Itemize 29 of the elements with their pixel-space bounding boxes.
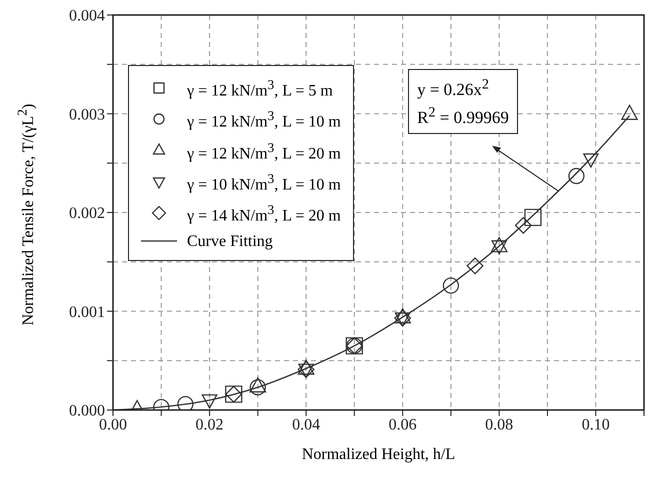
legend-label: γ = 12 kN/m$^{3}$, L = 10 m: [187, 107, 341, 133]
x-tick-label: 0.06: [388, 416, 417, 434]
point: [250, 379, 266, 396]
point: [583, 153, 599, 168]
point: [568, 168, 585, 184]
y-tick-label: 0.003: [69, 106, 105, 124]
point: [490, 237, 508, 252]
x-axis-title: Normalized Height, h/L: [302, 446, 456, 463]
y-tick-label: 0.004: [69, 8, 105, 25]
point: [514, 216, 532, 234]
y-tick-label: 0.002: [69, 205, 105, 222]
point: [491, 240, 507, 254]
legend-label: γ = 12 kN/m$^{3}$, L = 5 m: [187, 76, 333, 102]
annotation: R$^{2}$ = 0.99969: [417, 104, 509, 128]
legend-label: γ = 12 kN/m$^{3}$, L = 20 m: [187, 138, 341, 164]
x-tick-label: 0.02: [196, 416, 224, 434]
annotation: y = 0.26x$^{2}$: [417, 76, 489, 100]
y-tick-label: 0.001: [69, 304, 105, 321]
x-tick-label: 0.10: [582, 416, 610, 434]
point: [524, 208, 542, 226]
legend-label: γ = 14 kN/m$^{3}$, L = 20 m: [187, 201, 341, 227]
point: [466, 257, 484, 274]
legend-label: γ = 10 kN/m$^{3}$, L = 10 m: [187, 170, 341, 196]
point: [250, 377, 266, 392]
point: [442, 277, 460, 294]
point: [177, 396, 194, 410]
x-tick-label: 0.08: [485, 416, 514, 434]
legend-label: Curve Fitting: [187, 232, 273, 252]
x-tick-label: 0.04: [292, 416, 320, 434]
